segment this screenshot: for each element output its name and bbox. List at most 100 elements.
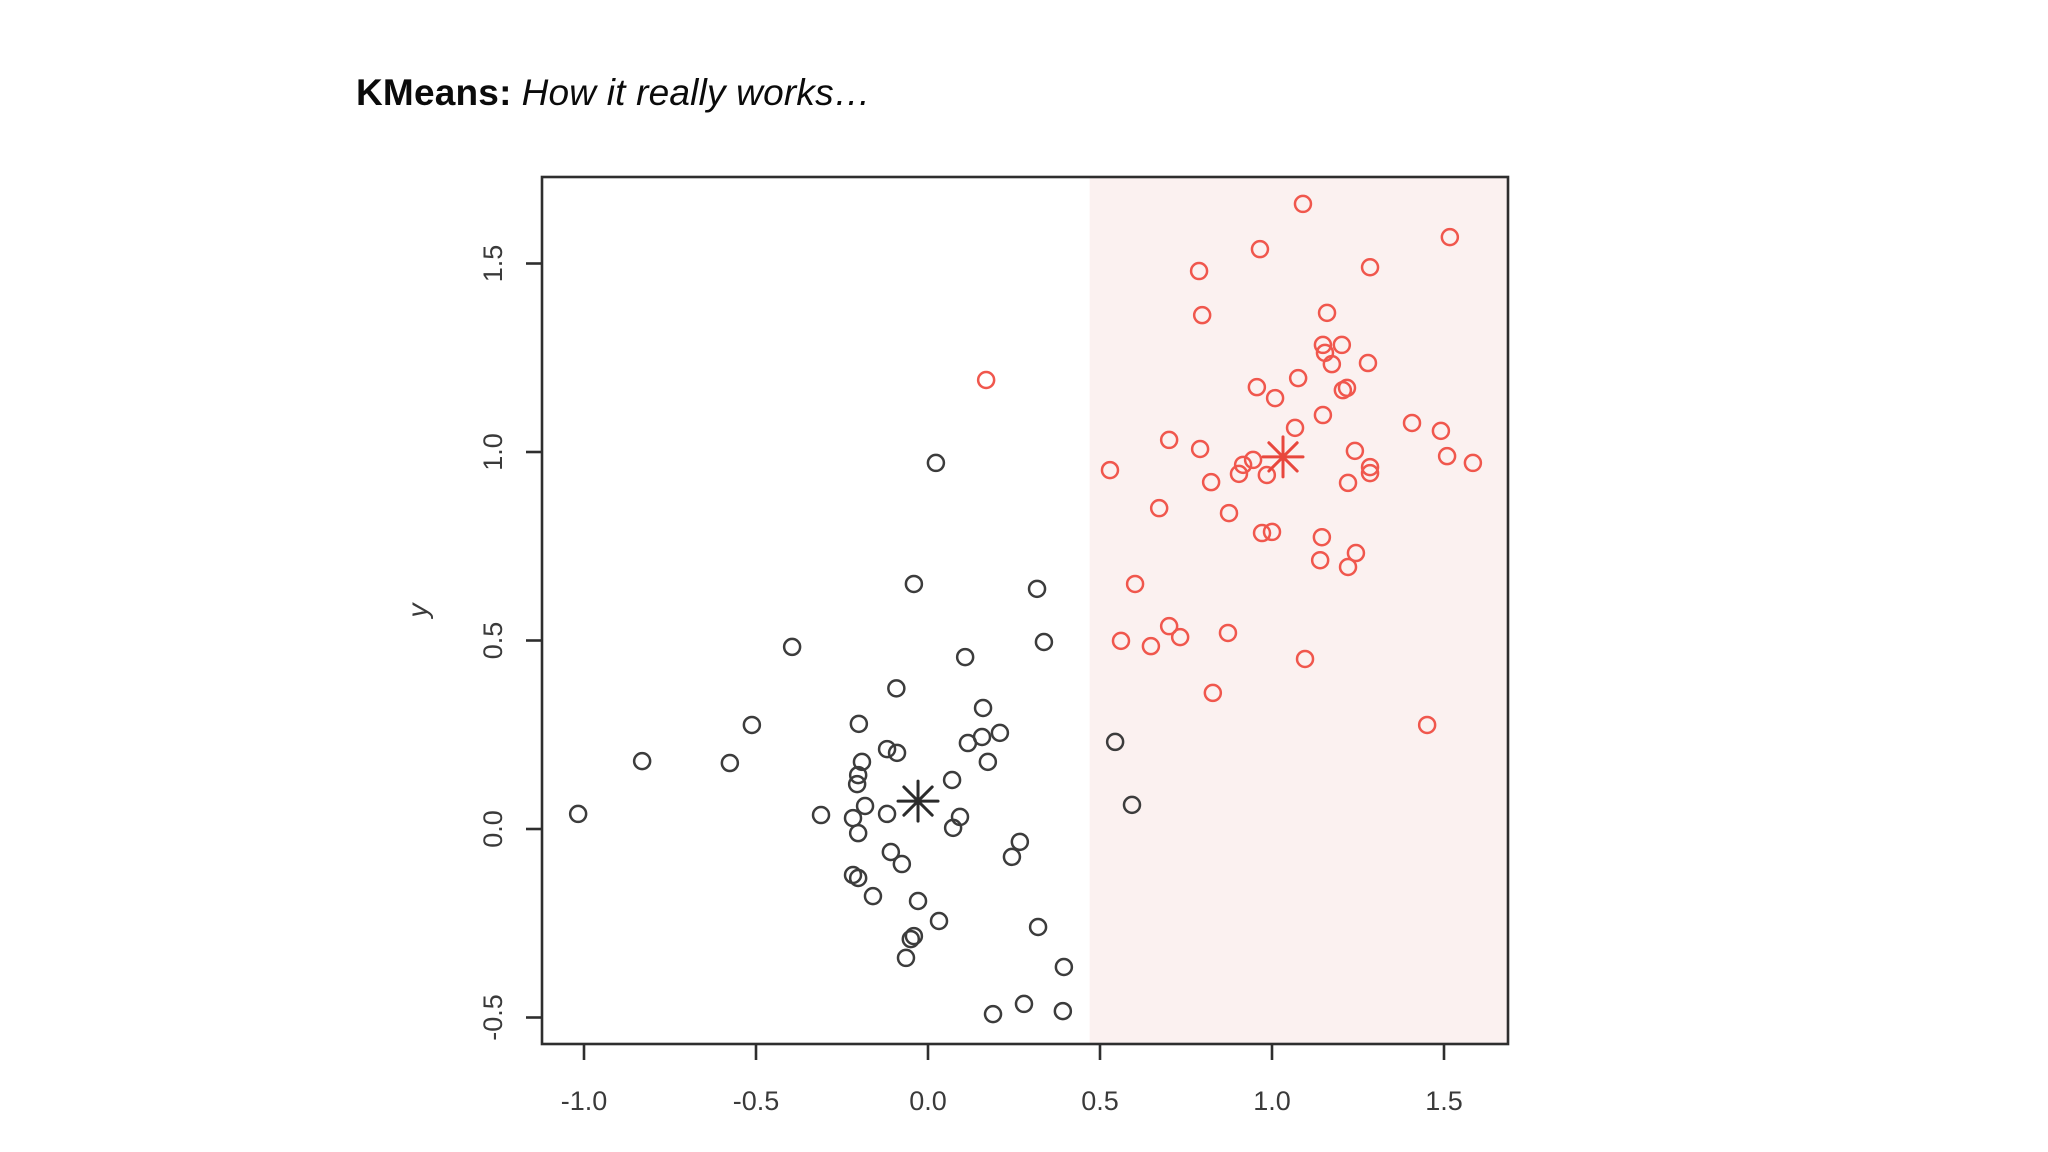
data-point [901, 929, 921, 949]
data-point [848, 823, 868, 843]
data-point [742, 715, 762, 735]
data-point [1233, 455, 1253, 475]
data-point [1218, 623, 1238, 643]
data-point [1431, 421, 1451, 441]
data-point [632, 751, 652, 771]
data-point [1149, 498, 1169, 518]
data-point [1338, 557, 1358, 577]
data-point [1322, 354, 1342, 374]
y-tick-label: 1.5 [478, 245, 508, 283]
x-tick-label: 1.0 [1253, 1086, 1291, 1116]
y-axis-label: y [402, 602, 433, 620]
data-point [887, 743, 907, 763]
data-point [943, 818, 963, 838]
data-point [1219, 503, 1239, 523]
data-point [1313, 335, 1333, 355]
data-point [1437, 446, 1457, 466]
title-prefix: KMeans: [356, 72, 512, 113]
y-axis-ticks: -0.5 0.0 0.5 1.0 1.5 [478, 245, 542, 1041]
x-tick-label: -1.0 [561, 1086, 608, 1116]
data-point [983, 1004, 1003, 1024]
data-point [720, 753, 740, 773]
cluster-region-shading [1089, 177, 1508, 1044]
data-point [1252, 523, 1272, 543]
data-point [1338, 473, 1358, 493]
data-point [1250, 239, 1270, 259]
title-rest: How it really works… [521, 72, 872, 113]
y-tick-label: 0.5 [478, 622, 508, 660]
data-point [1417, 715, 1437, 735]
data-point [1122, 795, 1142, 815]
x-tick-label: 0.5 [1081, 1086, 1119, 1116]
data-point [1054, 957, 1074, 977]
data-point [978, 752, 998, 772]
data-point [1247, 377, 1267, 397]
plot-box [540, 175, 1510, 1046]
data-point [1332, 335, 1352, 355]
data-point [852, 752, 872, 772]
cluster-1-black-points [568, 453, 1142, 1024]
data-point [1358, 353, 1378, 373]
data-point [1190, 439, 1210, 459]
data-point [881, 842, 901, 862]
data-point [926, 453, 946, 473]
data-point [887, 679, 906, 698]
data-point [929, 911, 949, 931]
data-point [976, 370, 996, 390]
data-point [1027, 579, 1047, 599]
data-point [1313, 405, 1333, 425]
slide-title: KMeans: How it really works… [356, 72, 871, 114]
data-point [892, 854, 912, 874]
y-tick-label: 1.0 [478, 433, 508, 471]
centroid-2-red-marker [1261, 435, 1305, 479]
data-point [1360, 258, 1380, 277]
data-point [1346, 543, 1366, 563]
data-point [896, 948, 916, 968]
data-point [1310, 550, 1330, 570]
data-point [1002, 847, 1022, 867]
x-tick-label: 1.5 [1425, 1086, 1463, 1116]
data-point [1053, 1001, 1073, 1021]
y-tick-label: 0.0 [478, 810, 508, 848]
data-point [1100, 460, 1120, 480]
x-tick-label: -0.5 [733, 1086, 780, 1116]
data-point [848, 765, 868, 785]
data-point [1125, 574, 1145, 594]
data-point [1141, 636, 1161, 656]
data-point [958, 733, 978, 753]
data-point [1345, 441, 1365, 461]
data-point [1402, 413, 1422, 433]
data-point [1262, 522, 1282, 542]
data-point [1010, 832, 1030, 852]
data-point [1201, 472, 1221, 492]
data-point [1034, 632, 1054, 652]
data-point [847, 774, 867, 794]
data-point [973, 698, 993, 718]
data-point [1189, 261, 1209, 281]
data-point [1203, 683, 1223, 703]
data-point [1243, 450, 1263, 470]
data-point [1295, 649, 1315, 669]
data-point [1285, 418, 1305, 438]
data-point [855, 796, 875, 816]
data-point [904, 574, 924, 594]
y-tick-label: -0.5 [478, 994, 508, 1041]
data-point [843, 865, 863, 885]
data-point [904, 926, 924, 946]
data-point [1014, 994, 1034, 1014]
data-point [990, 723, 1010, 743]
cluster-2-red-points [976, 194, 1483, 735]
data-point [1463, 453, 1483, 473]
x-axis-ticks: -1.0 -0.5 0.0 0.5 1.0 1.5 [561, 1044, 1463, 1116]
data-point [1337, 378, 1357, 398]
data-point [908, 891, 928, 911]
data-point [1170, 627, 1190, 647]
data-point [568, 804, 588, 824]
data-point [1111, 631, 1131, 651]
data-point [782, 637, 802, 657]
data-point [811, 805, 831, 825]
data-point [843, 808, 863, 828]
data-point [1360, 457, 1380, 477]
